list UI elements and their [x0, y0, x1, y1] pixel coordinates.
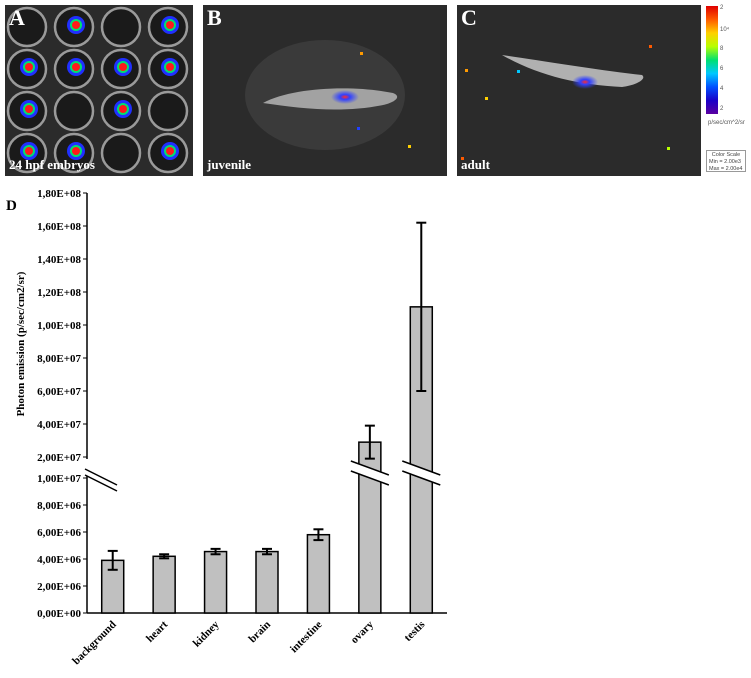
embryo-signal	[72, 21, 80, 29]
y-upper-tick-label: 2,00E+07	[37, 452, 81, 464]
well	[53, 90, 95, 132]
color-scale-bar	[706, 6, 718, 114]
embryo-signal	[25, 63, 33, 71]
embryo-signal	[25, 147, 33, 155]
panel-b-letter: B	[207, 5, 222, 30]
color-scale-unit: p/sec/cm^2/sr	[708, 120, 745, 126]
embryo-plate-image	[6, 6, 189, 174]
panel-c-caption: adult	[461, 157, 490, 172]
panel-a-embryos-image: A 24 hpf embryos	[5, 5, 193, 176]
y-upper-tick-label: 1,80E+08	[37, 188, 81, 200]
y-upper-tick-label: 1,40E+08	[37, 254, 81, 266]
scale-tick-8: 8	[720, 46, 724, 52]
y-lower-tick-label: 6,00E+06	[37, 527, 81, 539]
panel-a-letter: A	[9, 5, 25, 30]
embryo-signal	[25, 105, 33, 113]
panel-b-juvenile-image: B juvenile	[203, 5, 447, 176]
bar-break-mark	[350, 460, 390, 476]
bar-kidney	[203, 550, 228, 614]
x-tick-label-background: background	[70, 619, 119, 668]
well	[100, 132, 142, 174]
bar-intestine	[306, 533, 331, 614]
y-lower-tick-label: 0,00E+00	[37, 608, 81, 620]
color-scale-title: Color Scale	[711, 152, 741, 158]
x-tick-label-testis: testis	[402, 618, 428, 644]
axis-break-mark	[84, 474, 118, 492]
well	[6, 6, 48, 48]
bar-break-mark	[350, 470, 390, 486]
y-lower-tick-label: 4,00E+06	[37, 554, 81, 566]
scale-tick-bottom: 2	[720, 106, 724, 112]
y-upper-tick-label: 1,60E+08	[37, 221, 81, 233]
x-tick-label-kidney: kidney	[191, 618, 222, 649]
y-upper-tick-label: 6,00E+07	[37, 386, 81, 398]
bar-break-gap	[404, 462, 439, 484]
well	[147, 90, 189, 132]
bar-break-mark	[402, 460, 441, 476]
axis-break-mark	[84, 468, 118, 486]
y-upper-tick-label: 8,00E+07	[37, 353, 81, 365]
well	[100, 6, 142, 48]
y-lower-tick-label: 1,00E+07	[37, 473, 81, 485]
panel-c-letter: C	[461, 5, 477, 30]
embryo-signal	[166, 21, 174, 29]
adult-fish-image	[461, 45, 670, 160]
panel-d-letter: D	[6, 198, 17, 214]
x-tick-label-intestine: intestine	[288, 619, 325, 656]
bar-heart	[152, 555, 176, 614]
embryo-signal	[119, 63, 127, 71]
color-scale-max: Max = 2.00e4	[709, 166, 743, 172]
embryo-signal	[166, 63, 174, 71]
y-lower-tick-label: 8,00E+06	[37, 500, 81, 512]
color-scale-min: Min = 2.00e3	[709, 159, 741, 165]
scale-tick-top: 2	[720, 5, 724, 11]
embryo-signal	[166, 147, 174, 155]
juvenile-fish-image	[245, 40, 411, 150]
embryo-signal	[72, 147, 80, 155]
x-tick-label-heart: heart	[144, 618, 170, 644]
y-upper-tick-label: 1,00E+08	[37, 320, 81, 332]
y-upper-tick-label: 1,20E+08	[37, 287, 81, 299]
bar-break-gap	[352, 462, 387, 484]
y-lower-tick-label: 2,00E+06	[37, 581, 81, 593]
bar-brain	[255, 550, 279, 614]
y-upper-tick-label: 4,00E+07	[37, 419, 81, 431]
scale-tick-1e4: 10⁴	[720, 27, 730, 33]
y-axis-title: Photon emission (p/sec/cm2/sr)	[15, 271, 27, 417]
panel-c-adult-image: C adult	[457, 5, 701, 176]
scale-tick-4: 4	[720, 86, 724, 92]
scale-tick-6: 6	[720, 66, 724, 72]
panel-b-caption: juvenile	[207, 157, 252, 172]
panel-a-caption: 24 hpf embryos	[9, 157, 95, 172]
embryo-signal	[119, 105, 127, 113]
embryo-signal	[72, 63, 80, 71]
x-tick-label-brain: brain	[246, 619, 273, 646]
x-tick-label-ovary: ovary	[348, 618, 376, 646]
color-scale-legend-box: Color Scale Min = 2.00e3 Max = 2.00e4	[706, 150, 746, 172]
bar-break-mark	[402, 470, 441, 486]
